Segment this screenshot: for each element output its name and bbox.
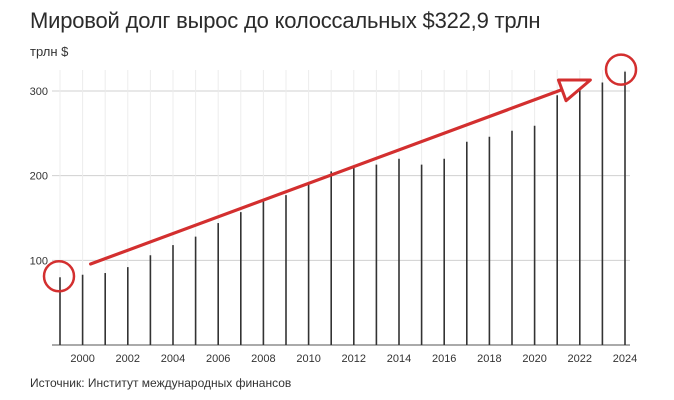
x-tick-label-2014: 2014: [387, 353, 411, 365]
x-tick-label-2006: 2006: [206, 353, 230, 365]
highlight-circle-2024: [604, 53, 638, 86]
y-tick-label-100: 100: [30, 255, 48, 267]
y-axis: 100 200 300: [30, 86, 48, 267]
trend-arrow-head: [556, 78, 592, 103]
x-tick-label-2022: 2022: [568, 353, 592, 365]
x-tick-label-2016: 2016: [432, 353, 456, 365]
y-tick-label-300: 300: [30, 86, 48, 98]
x-tick-label-2000: 2000: [70, 353, 94, 365]
x-tick-label-2004: 2004: [161, 353, 185, 365]
x-tick-label-2018: 2018: [477, 353, 501, 365]
x-tick-label-2010: 2010: [296, 353, 320, 365]
highlight-circle-1999: [42, 260, 76, 293]
y-axis-unit-label: трлн $: [30, 44, 69, 59]
x-tick-label-2020: 2020: [522, 353, 546, 365]
chart-annotations: [42, 53, 638, 293]
x-tick-label-2012: 2012: [342, 353, 366, 365]
source-note: Источник: Институт международных финансо…: [30, 376, 292, 390]
x-tick-label-2002: 2002: [116, 353, 140, 365]
chart-grid: [52, 70, 630, 346]
chart-bars: [59, 71, 626, 345]
x-tick-label-2024: 2024: [613, 353, 637, 365]
x-axis: 2000 2002 2004 2006 2008 2010 2012 2014 2016 2018…: [70, 353, 637, 365]
trend-arrow-shaft: [88, 86, 569, 266]
x-tick-label-2008: 2008: [251, 353, 275, 365]
chart-title: Мировой долг вырос до колоссальных $322,…: [30, 8, 541, 33]
y-tick-label-200: 200: [30, 171, 48, 183]
